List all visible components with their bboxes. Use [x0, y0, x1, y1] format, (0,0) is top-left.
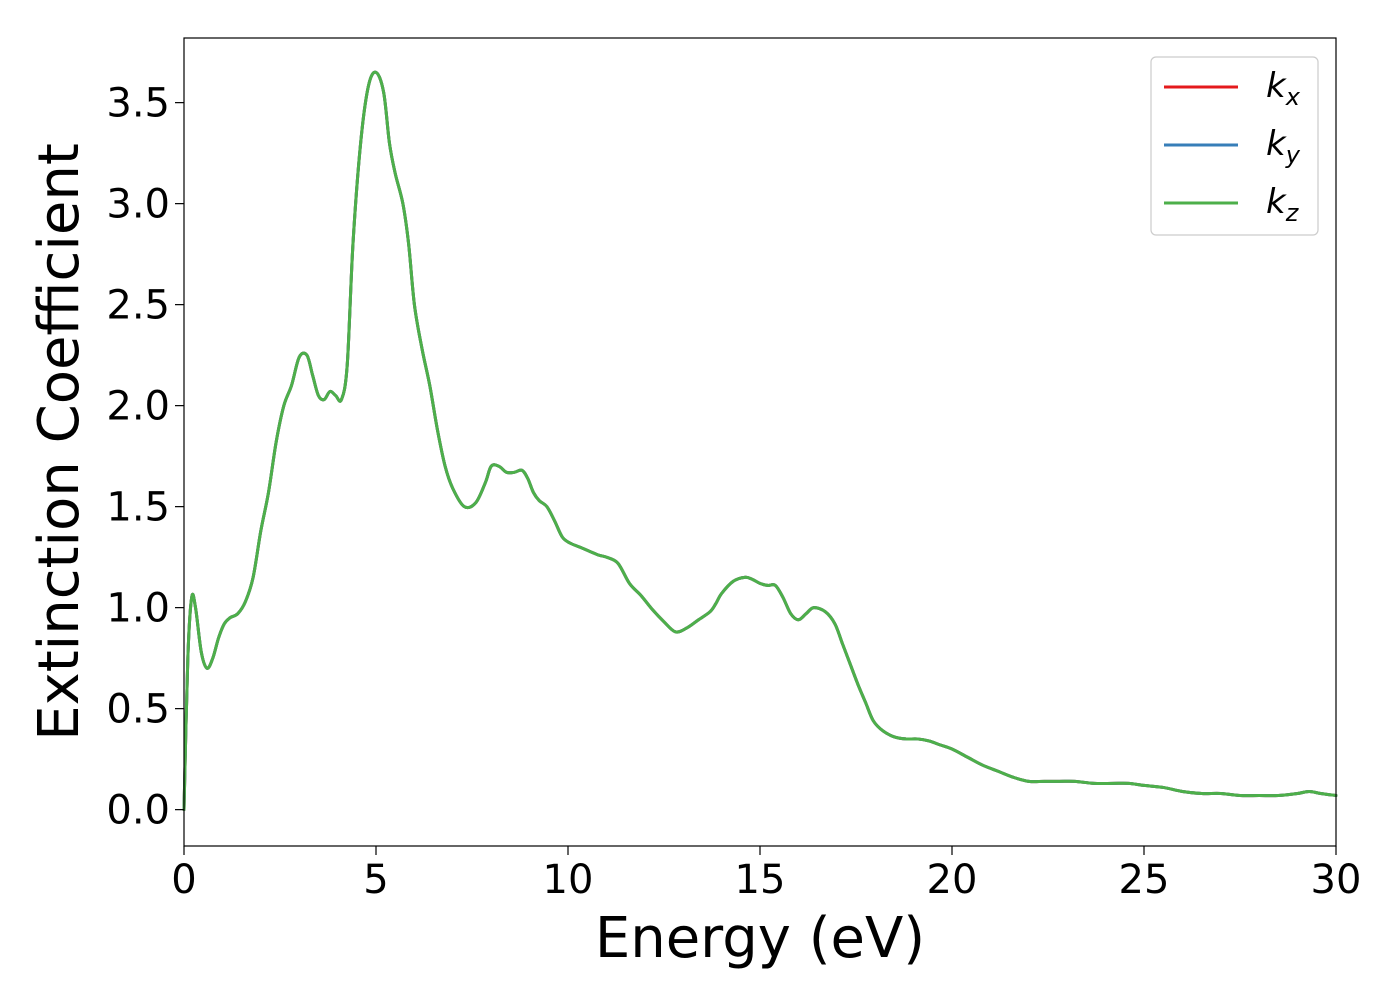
- y-tick-label: 2.5: [106, 283, 170, 329]
- y-tick-label: 1.0: [106, 586, 170, 632]
- series-layer: [182, 70, 1338, 812]
- legend-label-ky: ky: [1266, 124, 1301, 169]
- series-line-kz: [182, 70, 1338, 812]
- x-tick-label: 30: [1311, 857, 1362, 903]
- x-axis-ticks: 0 5 10 15 20 25 30: [171, 846, 1361, 903]
- x-tick-label: 15: [735, 857, 786, 903]
- y-axis-ticks: 0.0 0.5 1.0 1.5 2.0 2.5 3.0 3.5: [106, 81, 184, 834]
- x-tick-label: 5: [363, 857, 388, 903]
- y-tick-label: 0.5: [106, 687, 170, 733]
- legend-label-kz: kz: [1266, 182, 1300, 227]
- x-tick-label: 25: [1119, 857, 1170, 903]
- y-tick-label: 3.0: [106, 182, 170, 228]
- x-tick-label: 0: [171, 857, 196, 903]
- y-axis-label: Extinction Coefficient: [27, 143, 92, 741]
- legend-label-kx: kx: [1266, 66, 1301, 111]
- y-tick-label: 2.0: [106, 384, 170, 430]
- legend: kx ky kz: [1150, 56, 1319, 236]
- y-tick-label: 0.0: [106, 788, 170, 834]
- x-axis-label: Energy (eV): [595, 906, 925, 971]
- legend-items: kx ky kz: [1164, 66, 1301, 227]
- y-tick-label: 1.5: [106, 485, 170, 531]
- x-tick-label: 20: [927, 857, 978, 903]
- y-tick-label: 3.5: [106, 81, 170, 127]
- x-tick-label: 10: [543, 857, 594, 903]
